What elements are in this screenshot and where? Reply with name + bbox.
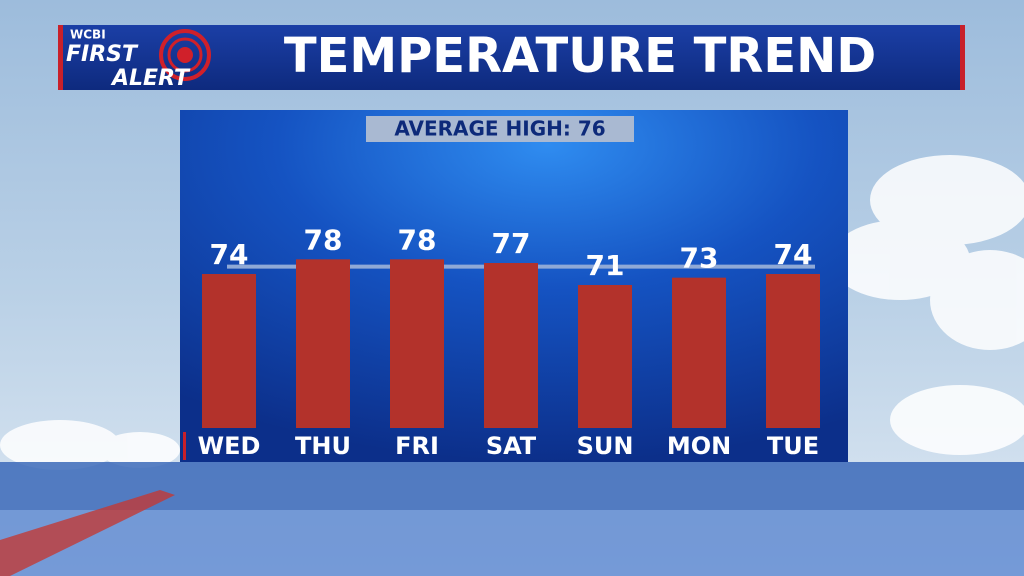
value-label: 74 xyxy=(210,238,249,271)
x-tick-label: WED xyxy=(198,432,261,460)
value-label: 73 xyxy=(680,242,719,275)
annotation: AVERAGE HIGH: 76 xyxy=(394,117,605,141)
chart-title: TEMPERATURE TREND xyxy=(284,28,876,84)
band xyxy=(0,462,1024,510)
value-label: 78 xyxy=(398,223,437,256)
header-accent xyxy=(58,25,63,90)
value-label: 77 xyxy=(492,227,531,260)
bar xyxy=(484,263,538,428)
x-tick-label: SUN xyxy=(577,432,634,460)
clouds xyxy=(0,155,1024,470)
logo: WCBI FIRST ALERT xyxy=(66,28,211,91)
band xyxy=(0,510,1024,576)
x-tick-label: MON xyxy=(667,432,731,460)
bar xyxy=(296,259,350,428)
value-label: 78 xyxy=(304,223,343,256)
annotation-box xyxy=(366,116,634,142)
x-tick-label: FRI xyxy=(395,432,439,460)
panel-accent xyxy=(183,432,186,460)
logo-text: FIRST xyxy=(66,42,139,67)
bar xyxy=(766,274,820,428)
x-tick-label: SAT xyxy=(486,432,537,460)
value-label: 74 xyxy=(774,238,813,271)
x-tick-label: TUE xyxy=(767,432,819,460)
header-accent xyxy=(960,25,965,90)
bar xyxy=(202,274,256,428)
logo-text: ALERT xyxy=(110,66,191,91)
value-label: 71 xyxy=(586,249,625,282)
stripe xyxy=(0,490,175,576)
bar xyxy=(672,277,726,428)
logo-station: WCBI xyxy=(70,28,106,42)
bar xyxy=(578,285,632,428)
x-tick-label: THU xyxy=(295,432,351,460)
bar xyxy=(390,259,444,428)
